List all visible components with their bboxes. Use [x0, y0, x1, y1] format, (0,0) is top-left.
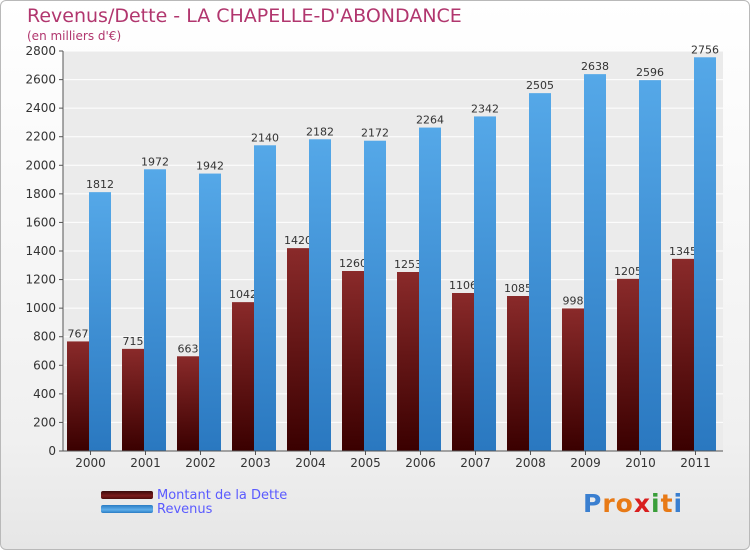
- debt-value-label: 663: [178, 342, 199, 355]
- revenue-bar: [694, 57, 716, 452]
- revenue-value-label: 2172: [361, 127, 389, 140]
- y-tick-label: 200: [33, 415, 56, 429]
- logo-letter: i: [673, 489, 684, 518]
- revenue-value-label: 2596: [636, 66, 664, 79]
- x-tick-label: 2007: [460, 456, 491, 470]
- debt-value-label: 1205: [614, 265, 642, 278]
- debt-bar: [287, 248, 309, 451]
- x-tick-label: 2010: [625, 456, 656, 470]
- x-tick-label: 2008: [515, 456, 546, 470]
- chart-title: Revenus/Dette - LA CHAPELLE-D'ABONDANCE: [27, 5, 462, 27]
- revenue-value-label: 1942: [196, 160, 224, 173]
- bars: 767 1812 715 1972 663 1942 1042 2140 1420 2182 126…: [67, 43, 719, 452]
- logo-letter: r: [602, 489, 616, 518]
- revenue-bar: [529, 93, 551, 452]
- debt-value-label: 1085: [504, 282, 532, 295]
- revenue-bar: [144, 169, 166, 452]
- legend-swatch-debt: [101, 491, 153, 499]
- y-tick-label: 600: [33, 358, 56, 372]
- revenue-value-label: 2140: [251, 131, 279, 144]
- y-tick-label: 400: [33, 387, 56, 401]
- debt-bar: [507, 296, 529, 451]
- revenue-bar: [309, 139, 331, 452]
- y-tick-label: 2000: [25, 158, 56, 172]
- debt-value-label: 1106: [449, 279, 477, 292]
- revenue-bar: [419, 127, 441, 452]
- revenue-bar: [89, 192, 111, 451]
- x-tick-label: 2005: [350, 456, 381, 470]
- revenue-bar: [639, 80, 661, 452]
- y-tick-label: 1400: [25, 244, 56, 258]
- debt-bar: [672, 258, 694, 451]
- x-tick-label: 2006: [405, 456, 436, 470]
- revenue-bar: [199, 173, 221, 452]
- debt-bar: [177, 356, 199, 451]
- debt-bar: [67, 341, 89, 451]
- logo-letter: o: [615, 489, 634, 518]
- legend-item-revenue: Revenus: [101, 501, 213, 517]
- legend-label-debt: Montant de la Dette: [157, 487, 288, 503]
- debt-bar: [562, 308, 584, 451]
- grid-lines: [63, 50, 723, 452]
- debt-bar: [397, 272, 419, 451]
- legend-label-revenue: Revenus: [157, 501, 213, 517]
- revenue-value-label: 2756: [691, 43, 719, 56]
- debt-bar: [342, 271, 364, 451]
- debt-value-label: 1260: [339, 257, 367, 270]
- revenue-bar: [364, 140, 386, 451]
- revenue-value-label: 1812: [86, 178, 114, 191]
- debt-bar: [617, 278, 639, 451]
- legend-item-debt: Montant de la Dette: [101, 487, 288, 503]
- y-tick-label: 800: [33, 330, 56, 344]
- x-axis-ticks: 2000 2001 2002 2003 2004 2005 2006 2007 2008 2009…: [75, 451, 711, 470]
- x-tick-label: 2001: [130, 456, 161, 470]
- y-tick-label: 1000: [25, 301, 56, 315]
- y-tick-label: 2400: [25, 101, 56, 115]
- x-tick-label: 2003: [240, 456, 271, 470]
- revenue-value-label: 2264: [416, 114, 444, 127]
- revenue-value-label: 2638: [581, 60, 609, 73]
- logo-letter: t: [660, 489, 674, 518]
- debt-value-label: 715: [123, 335, 144, 348]
- proxiti-logo: Proxiti: [583, 489, 683, 518]
- debt-bar: [122, 348, 144, 451]
- y-axis-ticks: 0 200 400 600 800 1000 1200 1400 1600 1800 2000 220…: [25, 44, 63, 458]
- logo-letter: x: [633, 489, 651, 518]
- x-tick-label: 2011: [680, 456, 711, 470]
- revenue-bar: [584, 74, 606, 452]
- debt-value-label: 1345: [669, 245, 697, 258]
- debt-value-label: 998: [563, 294, 584, 307]
- debt-bar: [232, 302, 254, 451]
- x-tick-label: 2009: [570, 456, 601, 470]
- x-tick-label: 2002: [185, 456, 216, 470]
- logo-letter: P: [583, 489, 603, 518]
- debt-value-label: 767: [68, 327, 89, 340]
- y-tick-label: 0: [48, 444, 56, 458]
- revenue-bar: [254, 145, 276, 452]
- legend-swatch-revenue: [101, 505, 153, 513]
- revenue-value-label: 2505: [526, 79, 554, 92]
- logo-letter: i: [651, 489, 661, 518]
- debt-value-label: 1420: [284, 234, 312, 247]
- y-tick-label: 1200: [25, 273, 56, 287]
- x-tick-label: 2004: [295, 456, 326, 470]
- x-tick-label: 2000: [75, 456, 106, 470]
- debt-value-label: 1042: [229, 288, 257, 301]
- debt-value-label: 1253: [394, 258, 422, 271]
- y-tick-label: 2800: [25, 44, 56, 58]
- revenue-value-label: 2342: [471, 102, 499, 115]
- y-tick-label: 1800: [25, 187, 56, 201]
- y-tick-label: 2200: [25, 130, 56, 144]
- y-tick-label: 1600: [25, 215, 56, 229]
- revenue-value-label: 1972: [141, 155, 169, 168]
- debt-bar: [452, 293, 474, 451]
- revenue-bar: [474, 116, 496, 451]
- chart-subtitle: (en milliers d'€): [27, 29, 122, 43]
- y-tick-label: 2600: [25, 73, 56, 87]
- revenue-value-label: 2182: [306, 125, 334, 138]
